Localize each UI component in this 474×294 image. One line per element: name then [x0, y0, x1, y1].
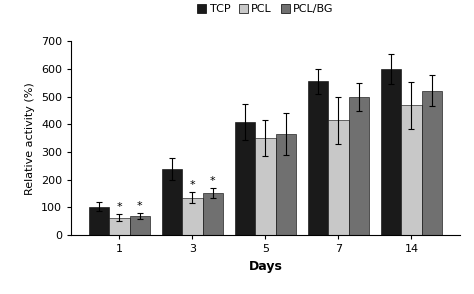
Bar [89, 207, 109, 235]
Y-axis label: Relative activity (%): Relative activity (%) [26, 82, 36, 195]
Bar [328, 120, 349, 235]
Text: *: * [210, 176, 216, 186]
Bar [308, 81, 328, 235]
Bar [422, 91, 442, 235]
X-axis label: Days: Days [248, 260, 283, 273]
Bar [203, 193, 223, 235]
Bar [255, 138, 276, 235]
Text: *: * [190, 180, 195, 190]
Bar [182, 198, 203, 235]
Bar [109, 218, 130, 235]
Text: *: * [117, 202, 122, 212]
Bar [276, 134, 296, 235]
Bar [162, 169, 182, 235]
Text: *: * [137, 201, 143, 211]
Bar [130, 216, 150, 235]
Legend: TCP, PCL, PCL/BG: TCP, PCL, PCL/BG [197, 4, 334, 14]
Bar [349, 97, 369, 235]
Bar [381, 69, 401, 235]
Bar [401, 106, 422, 235]
Bar [235, 122, 255, 235]
